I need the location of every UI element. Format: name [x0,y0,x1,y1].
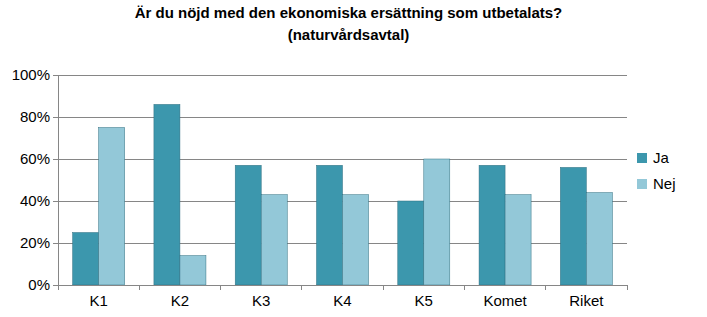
y-tick: 80% [20,108,58,125]
bar [99,128,125,286]
y-tick-label: 0% [28,276,50,293]
x-tick-label: K1 [89,292,107,309]
x-separators [58,285,627,290]
y-axis-line [58,76,59,286]
y-tick: 20% [20,234,58,251]
y-tick: 40% [20,192,58,209]
x-tick-label: K3 [252,292,270,309]
grid-line [58,75,627,76]
legend-swatch [637,179,647,189]
bar [235,165,261,285]
bar [261,195,287,285]
y-tick-label: 80% [20,108,50,125]
x-separator [301,285,302,290]
bar [154,104,180,285]
y-axis: 0% 20% 40% 60% 80% 100% [12,66,59,293]
legend-label: Nej [653,175,676,192]
x-tick: K3 [252,285,270,309]
series [99,128,613,286]
x-separator [545,285,546,290]
y-tick: 100% [12,66,58,83]
x-tick-label: Riket [569,292,604,309]
grid-line [58,117,627,118]
chart: Är du nöjd med den ekonomiska ersättning… [0,0,707,317]
legend-item: Ja [637,149,670,166]
title-group: Är du nöjd med den ekonomiska ersättning… [135,4,563,43]
y-tick-mark [53,243,58,244]
y-tick: 60% [20,150,58,167]
y-tick-mark [53,201,58,202]
y-tick-mark [53,285,58,286]
x-tick-label: K5 [415,292,433,309]
y-tick-label: 20% [20,234,50,251]
bar [316,165,342,285]
legend-label: Ja [653,149,670,166]
bar [479,165,505,285]
bar [343,195,369,285]
x-axis: K1 K2 K3 K4 K5 Komet Riket [59,285,628,309]
x-tick: K5 [415,285,433,309]
x-separator [627,285,628,290]
grid-line [58,159,627,160]
x-separator [220,285,221,290]
x-tick-label: K2 [171,292,189,309]
legend-item: Nej [637,175,676,192]
plot: 0% 20% 40% 60% 80% 100% K1 K2 K3 K4 K5 Komet Riket [12,66,628,308]
x-tick: K1 [89,285,107,309]
y-tick-label: 40% [20,192,50,209]
x-tick-label: K4 [333,292,351,309]
title: Är du nöjd med den ekonomiska ersättning… [135,4,563,21]
x-tick: K2 [171,285,189,309]
subtitle: (naturvårdsavtal) [288,26,410,43]
grid [58,75,627,285]
x-separator [464,285,465,290]
x-tick: K4 [333,285,351,309]
legend: Ja Nej [637,149,676,192]
x-separator [58,285,59,290]
bar [73,233,99,286]
bar [424,159,450,285]
series [73,104,587,285]
y-tick-mark [53,159,58,160]
bars [73,104,613,285]
bar [586,193,612,285]
x-axis-line [59,285,628,286]
x-separator [139,285,140,290]
x-tick-label: Komet [483,292,527,309]
bar [398,201,424,285]
bar [505,195,531,285]
legend-swatch [637,153,647,163]
y-tick-mark [53,75,58,76]
x-separator [383,285,384,290]
y-tick-label: 60% [20,150,50,167]
y-tick-label: 100% [12,66,50,83]
bar [560,167,586,285]
y-tick: 0% [28,276,58,293]
x-tick: Riket [569,285,604,309]
bar [180,256,206,285]
y-tick-mark [53,117,58,118]
x-tick: Komet [483,285,527,309]
